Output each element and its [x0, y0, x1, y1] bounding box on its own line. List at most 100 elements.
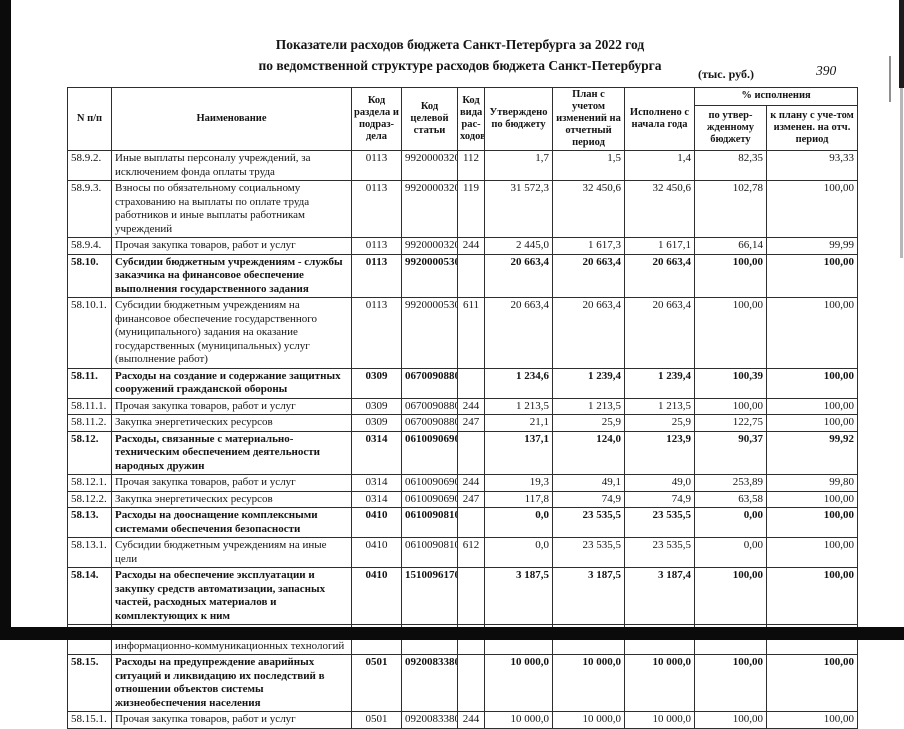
row-section-code-cell: 0113	[351, 297, 402, 369]
row-section-code-cell: 0410	[351, 507, 402, 538]
table-row: 58.9.4. Прочая закупка товаров, работ и …	[67, 237, 859, 255]
header-section-code: Код раздела и подраз-дела	[351, 87, 402, 151]
row-target-code-cell: 1510096170	[401, 567, 458, 625]
row-approved-cell: 31 572,3	[484, 180, 553, 238]
row-pct-plan-cell: 100,00	[765, 297, 859, 369]
row-approved-cell: 1,7	[484, 150, 553, 181]
row-executed-cell: 25,9	[624, 414, 695, 432]
row-target-code-cell: 9920000530	[401, 297, 458, 369]
table-row: 58.11.1. Прочая закупка товаров, работ и…	[67, 397, 859, 415]
row-type-code-cell: 611	[457, 297, 485, 369]
row-executed-cell: 1,4	[624, 150, 695, 181]
document-title-line2: по ведомственной структуре расходов бюдж…	[258, 58, 662, 73]
row-executed-cell: 20 663,4	[624, 297, 695, 369]
row-plan-cell: 49,1	[552, 474, 625, 492]
row-number-cell: 58.10.1.	[67, 297, 112, 369]
row-target-code-cell: 0610090690	[401, 474, 458, 492]
table-row: 58.15. Расходы на предупреждение аварийн…	[67, 654, 859, 712]
row-approved-cell: 117,8	[484, 490, 553, 508]
row-target-code-cell: 0610090690	[401, 430, 458, 475]
scan-edge-bottom	[0, 627, 904, 640]
row-pct-plan-cell: 100,00	[765, 711, 859, 729]
row-executed-cell: 1 617,1	[624, 237, 695, 255]
row-pct-budget-cell: 122,75	[694, 414, 767, 432]
row-pct-plan-cell: 99,99	[765, 237, 859, 255]
table-row: 58.12.2. Закупка энергетических ресурсов…	[67, 490, 859, 508]
row-section-code-cell: 0501	[351, 654, 402, 712]
row-approved-cell: 2 445,0	[484, 237, 553, 255]
header-type-code: Код вида рас-ходов	[457, 87, 485, 151]
row-pct-plan-cell: 100,00	[765, 490, 859, 508]
row-number-cell: 58.11.1.	[67, 397, 112, 415]
row-type-code-cell	[457, 253, 485, 298]
row-target-code-cell: 0610090810	[401, 537, 458, 568]
row-pct-budget-cell: 63,58	[694, 490, 767, 508]
row-pct-budget-cell: 90,37	[694, 430, 767, 475]
row-target-code-cell: 9920000320	[401, 180, 458, 238]
row-pct-budget-cell: 100,00	[694, 654, 767, 712]
row-plan-cell: 10 000,0	[552, 711, 625, 729]
header-approved: Утверждено по бюджету	[484, 87, 553, 151]
row-type-code-cell	[457, 567, 485, 625]
row-target-code-cell: 9920000320	[401, 237, 458, 255]
row-section-code-cell: 0410	[351, 567, 402, 625]
row-plan-cell: 124,0	[552, 430, 625, 475]
row-pct-budget-cell: 82,35	[694, 150, 767, 181]
table-row: 58.10. Субсидии бюджетным учреждениям - …	[67, 253, 859, 298]
table-row: 58.11. Расходы на создание и содержание …	[67, 367, 859, 399]
row-number-cell: 58.11.2.	[67, 414, 112, 432]
row-executed-cell: 23 535,5	[624, 537, 695, 568]
row-plan-cell: 1,5	[552, 150, 625, 181]
document-title-line1: Показатели расходов бюджета Санкт-Петерб…	[275, 37, 645, 52]
unit-note: (тыс. руб.)	[698, 67, 754, 81]
scan-mark-right	[889, 56, 891, 102]
row-target-code-cell: 9920000320	[401, 150, 458, 181]
row-pct-plan-cell: 100,00	[765, 567, 859, 625]
row-section-code-cell: 0309	[351, 397, 402, 415]
row-executed-cell: 1 239,4	[624, 367, 695, 399]
row-pct-plan-cell: 99,80	[765, 474, 859, 492]
row-approved-cell: 21,1	[484, 414, 553, 432]
row-section-code-cell: 0314	[351, 430, 402, 475]
row-approved-cell: 19,3	[484, 474, 553, 492]
document-title: Показатели расходов бюджета Санкт-Петерб…	[20, 34, 900, 76]
row-type-code-cell: 244	[457, 397, 485, 415]
row-approved-cell: 10 000,0	[484, 711, 553, 729]
row-approved-cell: 20 663,4	[484, 297, 553, 369]
scan-edge-right-faint	[900, 88, 903, 258]
row-executed-cell: 3 187,4	[624, 567, 695, 625]
row-approved-cell: 20 663,4	[484, 253, 553, 298]
row-pct-plan-cell: 93,33	[765, 150, 859, 181]
row-plan-cell: 20 663,4	[552, 253, 625, 298]
row-type-code-cell	[457, 507, 485, 538]
scan-edge-right	[899, 0, 904, 88]
row-target-code-cell: 0670090880	[401, 367, 458, 399]
row-pct-plan-cell: 100,00	[765, 397, 859, 415]
row-pct-budget-cell: 100,00	[694, 253, 767, 298]
row-plan-cell: 74,9	[552, 490, 625, 508]
row-number-cell: 58.15.	[67, 654, 112, 712]
row-target-code-cell: 0610090810	[401, 507, 458, 538]
row-type-code-cell: 247	[457, 490, 485, 508]
row-name-cell: Прочая закупка товаров, работ и услуг	[111, 237, 352, 255]
row-type-code-cell	[457, 430, 485, 475]
row-section-code-cell: 0501	[351, 711, 402, 729]
table-row: 58.14. Расходы на обеспечение эксплуатац…	[67, 567, 859, 625]
row-pct-budget-cell: 100,00	[694, 297, 767, 369]
row-section-code-cell: 0410	[351, 537, 402, 568]
row-name-cell: Расходы, связанные с материально-техниче…	[111, 430, 352, 475]
row-name-cell: Закупка энергетических ресурсов	[111, 414, 352, 432]
row-executed-cell: 32 450,6	[624, 180, 695, 238]
row-name-cell: Расходы на создание и содержание защитны…	[111, 367, 352, 399]
row-pct-budget-cell: 253,89	[694, 474, 767, 492]
row-plan-cell: 3 187,5	[552, 567, 625, 625]
row-pct-budget-cell: 102,78	[694, 180, 767, 238]
header-pct-group: % исполнения	[693, 87, 859, 106]
table-row: 58.12. Расходы, связанные с материально-…	[67, 430, 859, 475]
row-pct-budget-cell: 100,00	[694, 397, 767, 415]
row-number-cell: 58.13.	[67, 507, 112, 538]
row-approved-cell: 1 234,6	[484, 367, 553, 399]
row-number-cell: 58.12.1.	[67, 474, 112, 492]
header-num: N п/п	[67, 87, 112, 151]
row-number-cell: 58.11.	[67, 367, 112, 399]
